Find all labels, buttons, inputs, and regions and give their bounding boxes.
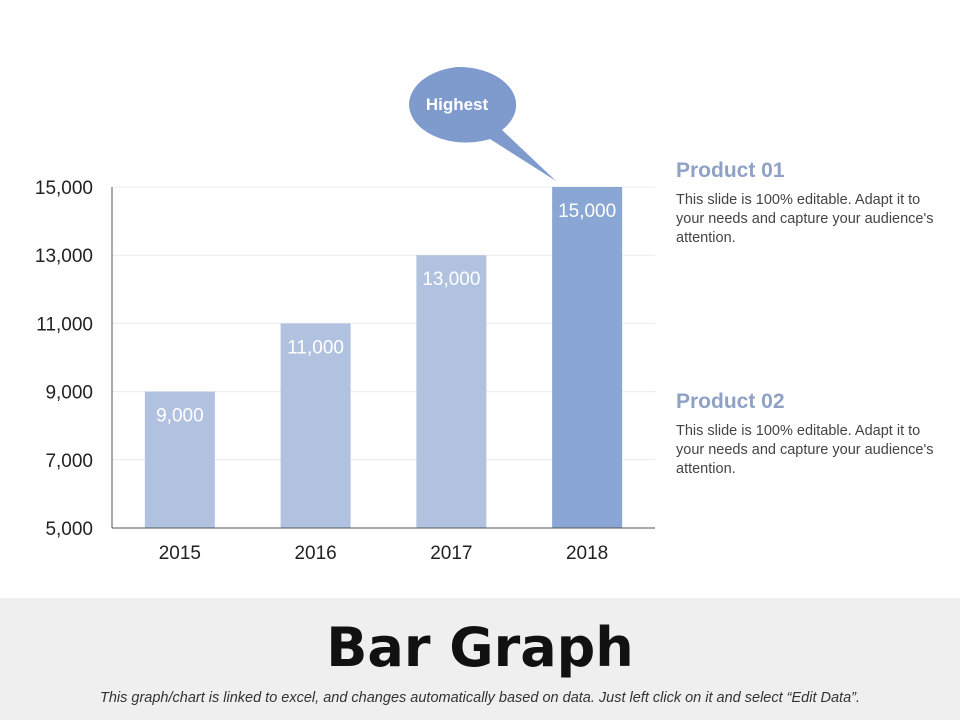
callout-bubble <box>409 66 556 181</box>
y-tick-label: 9,000 <box>45 383 93 404</box>
bar-2018 <box>552 187 623 528</box>
footer-note: This graph/chart is linked to excel, and… <box>99 690 861 706</box>
product-02-description: This slide is 100% editable. Adapt it to… <box>676 423 934 477</box>
y-tick-label: 11,000 <box>36 314 93 335</box>
bar-value-label: 15,000 <box>558 201 616 222</box>
bar-value-label: 9,000 <box>156 406 204 427</box>
product-01-title: Product 01 <box>676 159 785 182</box>
product-01-block: Product 01 This slide is 100% editable. … <box>676 159 946 248</box>
bar-2017 <box>416 255 487 528</box>
bar-2016 <box>280 323 351 528</box>
y-tick-label: 7,000 <box>45 451 93 472</box>
y-tick-label: 5,000 <box>45 519 93 540</box>
axes <box>111 187 655 529</box>
x-tick-label: 2017 <box>430 543 472 564</box>
labels: 5,000 7,000 9,000 11,000 13,000 15,000 9,000 20… <box>35 178 616 564</box>
x-tick-label: 2016 <box>294 543 336 564</box>
y-tick-label: 13,000 <box>35 246 93 267</box>
callout-highest: Highest <box>409 66 556 181</box>
y-tick-label: 15,000 <box>35 178 93 199</box>
product-02-title: Product 02 <box>676 390 785 413</box>
product-01-description: This slide is 100% editable. Adapt it to… <box>676 192 934 246</box>
footer-band: Bar Graph This graph/chart is linked to … <box>0 598 960 720</box>
x-tick-label: 2018 <box>566 543 608 564</box>
bar-2015 <box>144 391 215 528</box>
bar-chart: 5,000 7,000 9,000 11,000 13,000 15,000 9,000 20… <box>35 66 655 564</box>
bars <box>144 187 623 528</box>
callout-text: Highest <box>426 95 489 114</box>
bar-value-label: 13,000 <box>422 269 480 290</box>
page-title: Bar Graph <box>326 616 634 679</box>
x-tick-label: 2015 <box>159 543 201 564</box>
product-02-block: Product 02 This slide is 100% editable. … <box>676 390 946 479</box>
bar-value-label: 11,000 <box>287 337 344 358</box>
